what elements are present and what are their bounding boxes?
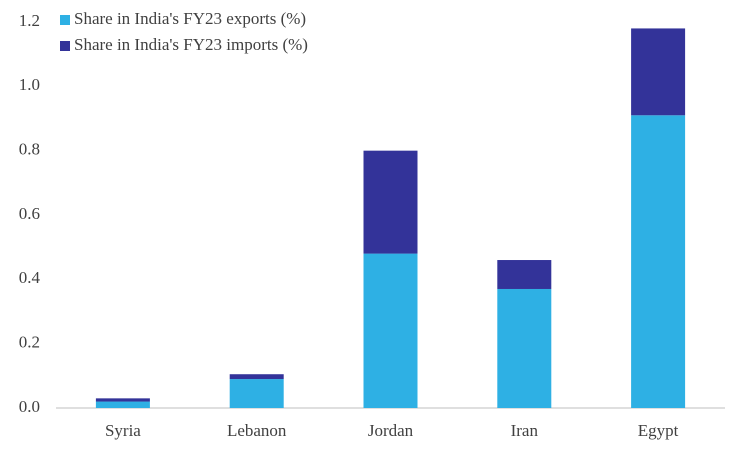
y-tick-label: 0.4 xyxy=(19,268,41,287)
x-tick-label: Iran xyxy=(511,421,539,440)
bar-segment xyxy=(631,28,686,116)
x-tick-label: Jordan xyxy=(368,421,414,440)
bar-segment xyxy=(497,288,552,408)
bar-segment xyxy=(631,115,686,409)
legend-swatch xyxy=(60,41,70,51)
y-tick-label: 0.0 xyxy=(19,397,40,416)
y-tick-label: 0.2 xyxy=(19,333,40,352)
bar-segment xyxy=(95,401,150,408)
y-tick-label: 1.0 xyxy=(19,75,40,94)
bar-segment xyxy=(229,379,284,408)
legend-swatch xyxy=(60,15,70,25)
bar-segment xyxy=(229,374,284,380)
bar-segment xyxy=(95,398,150,402)
bar-segment xyxy=(363,253,418,408)
bar-segment xyxy=(497,260,552,289)
legend-label: Share in India's FY23 imports (%) xyxy=(74,35,308,54)
x-tick-label: Syria xyxy=(105,421,141,440)
x-tick-label: Egypt xyxy=(638,421,679,440)
y-tick-label: 0.6 xyxy=(19,204,40,223)
bar-segment xyxy=(363,150,418,254)
x-tick-label: Lebanon xyxy=(227,421,287,440)
y-tick-label: 0.8 xyxy=(19,140,40,159)
y-tick-label: 1.2 xyxy=(19,11,40,30)
legend-label: Share in India's FY23 exports (%) xyxy=(74,9,306,28)
